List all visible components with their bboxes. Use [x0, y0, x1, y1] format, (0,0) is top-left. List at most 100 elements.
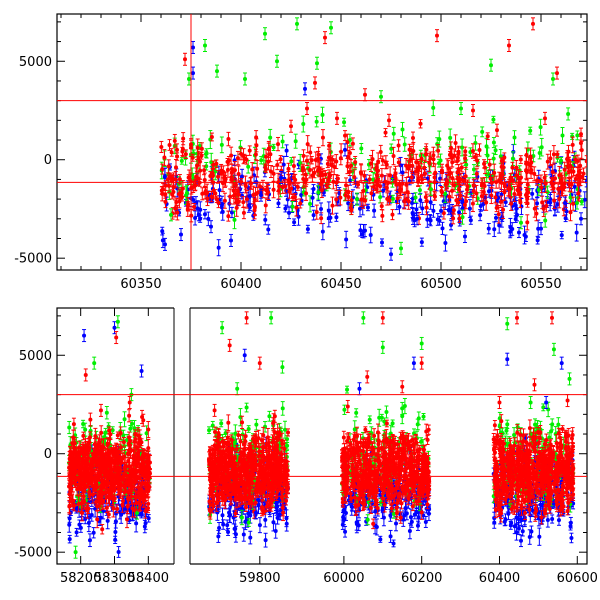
- blue-point: [67, 537, 72, 542]
- green-point: [289, 159, 294, 164]
- red-point: [404, 163, 409, 168]
- series-data-point: [229, 238, 233, 243]
- red-point: [526, 162, 531, 167]
- series-data-point: [275, 59, 279, 64]
- red-point: [550, 169, 555, 174]
- red-point: [440, 190, 445, 195]
- series-data-point: [495, 128, 499, 133]
- red-point: [567, 182, 572, 187]
- series-data-point: [363, 92, 367, 97]
- red-point: [448, 170, 453, 175]
- blue-point: [311, 213, 316, 218]
- red-point: [578, 163, 583, 168]
- red-point: [395, 196, 400, 201]
- blue-point: [457, 210, 462, 215]
- series-data-point: [555, 71, 559, 76]
- green-point: [537, 150, 542, 155]
- red-point: [457, 187, 462, 192]
- red-point: [378, 150, 383, 155]
- red-point: [163, 183, 168, 188]
- green-point: [436, 161, 441, 166]
- red-point: [492, 170, 497, 175]
- series-data-point: [399, 246, 403, 251]
- series-data-point: [471, 108, 475, 113]
- red-point: [559, 185, 564, 190]
- red-point: [439, 168, 444, 173]
- red-point: [175, 210, 180, 215]
- red-point: [174, 200, 179, 205]
- red-point: [345, 140, 350, 145]
- red-point: [352, 175, 357, 180]
- green-point: [491, 117, 496, 122]
- red-point: [349, 198, 354, 203]
- red-point: [470, 201, 475, 206]
- red-point: [384, 162, 389, 167]
- red-point: [271, 187, 276, 192]
- x-tick-label: 60450: [320, 277, 361, 292]
- red-point: [498, 199, 503, 204]
- red-point: [427, 160, 432, 165]
- blue-point: [160, 229, 165, 234]
- red-point: [510, 165, 515, 170]
- blue-point: [334, 215, 339, 220]
- series-data-point: [161, 187, 165, 192]
- series-data-point: [239, 151, 243, 156]
- red-point: [396, 143, 401, 148]
- series-data-point: [243, 76, 247, 81]
- series-data-point: [459, 106, 463, 111]
- red-point: [477, 147, 482, 152]
- red-point: [228, 194, 233, 199]
- top-data-group: [159, 17, 587, 261]
- red-point: [502, 190, 507, 195]
- green-point: [575, 133, 580, 138]
- red-point: [416, 167, 421, 172]
- red-point: [534, 211, 539, 216]
- series-data-point: [519, 220, 523, 225]
- red-point: [459, 165, 464, 170]
- red-point: [571, 201, 576, 206]
- series-data-point: [399, 187, 403, 192]
- green-point: [130, 421, 135, 426]
- green-point: [122, 417, 127, 422]
- blue-point: [516, 230, 521, 235]
- red-point: [524, 153, 529, 158]
- red-point: [508, 175, 513, 180]
- blue-point: [530, 191, 535, 196]
- blue-point: [535, 238, 540, 243]
- red-point: [266, 146, 271, 151]
- red-point: [330, 203, 335, 208]
- series-data-point: [269, 169, 273, 174]
- blue-point: [478, 204, 483, 209]
- red-point: [308, 150, 313, 155]
- series-data-point: [379, 94, 383, 99]
- blue-point: [468, 218, 473, 223]
- green-point: [268, 135, 273, 140]
- red-point: [303, 172, 308, 177]
- red-point: [406, 166, 411, 171]
- red-point: [338, 156, 343, 161]
- red-point: [423, 195, 428, 200]
- red-point: [419, 173, 424, 178]
- red-point: [309, 158, 314, 163]
- green-point: [510, 156, 515, 161]
- red-point: [185, 204, 190, 209]
- blue-point: [326, 216, 331, 221]
- red-point: [501, 207, 506, 212]
- red-point: [436, 148, 441, 153]
- red-point: [291, 175, 296, 180]
- red-point: [199, 146, 204, 151]
- red-point: [250, 167, 255, 172]
- series-data-point: [515, 212, 519, 217]
- red-point: [379, 204, 384, 209]
- blue-point: [216, 245, 221, 250]
- red-point: [283, 184, 288, 189]
- green-point: [314, 119, 319, 124]
- blue-point: [206, 216, 211, 221]
- y-tick-label: 0: [44, 447, 52, 462]
- red-point: [343, 193, 348, 198]
- red-point: [443, 182, 448, 187]
- blue-point: [77, 522, 82, 527]
- red-point: [209, 194, 214, 199]
- series-data-point: [439, 208, 443, 213]
- green-point: [183, 193, 188, 198]
